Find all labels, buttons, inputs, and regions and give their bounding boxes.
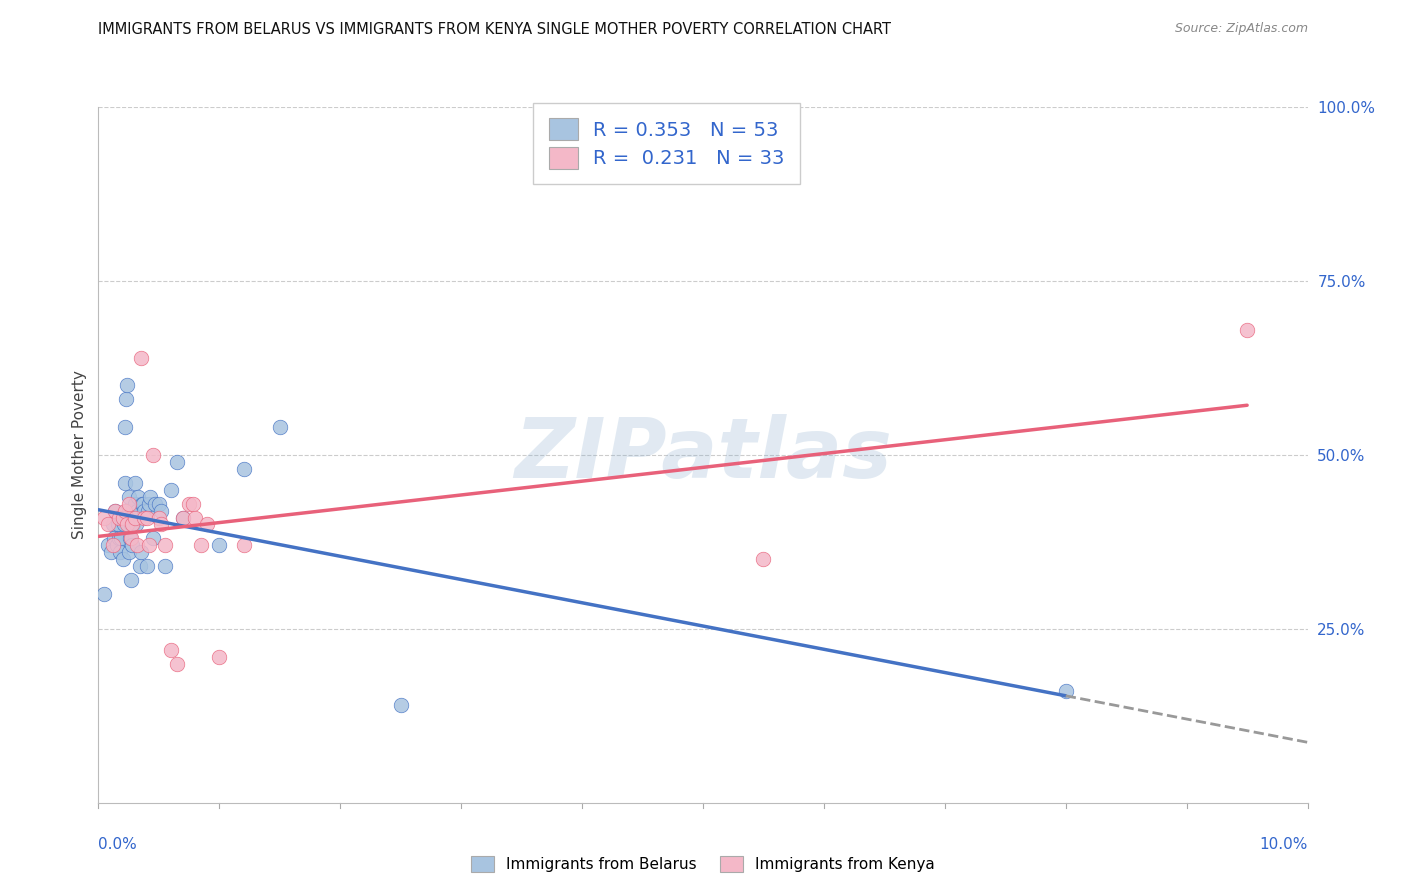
Point — [122, 517, 145, 532]
Point — [160, 483, 183, 497]
Point — [108, 510, 131, 524]
Point — [208, 538, 231, 552]
Point — [135, 559, 157, 574]
Text: Source: ZipAtlas.com: Source: ZipAtlas.com — [1174, 22, 1308, 36]
Point — [134, 503, 156, 517]
Point — [114, 503, 136, 517]
Y-axis label: Single Mother Poverty: Single Mother Poverty — [72, 370, 87, 540]
Point — [100, 545, 122, 559]
Point — [118, 545, 141, 559]
Point — [138, 538, 160, 552]
Point — [125, 517, 148, 532]
Point — [97, 517, 120, 532]
Point — [121, 538, 143, 552]
Point — [1236, 323, 1258, 337]
Point — [101, 517, 124, 532]
Point — [121, 517, 143, 532]
Point — [111, 510, 134, 524]
Point — [103, 532, 125, 546]
Point — [752, 552, 775, 566]
Point — [139, 490, 162, 504]
Point — [190, 538, 212, 552]
Point — [148, 510, 170, 524]
Point — [101, 538, 124, 552]
Point — [150, 503, 173, 517]
Point — [120, 532, 142, 546]
Point — [181, 497, 204, 511]
Point — [124, 497, 146, 511]
Point — [120, 573, 142, 587]
Point — [134, 510, 156, 524]
Point — [172, 510, 194, 524]
Point — [153, 559, 176, 574]
Point — [117, 503, 139, 517]
Point — [166, 657, 188, 671]
Point — [136, 503, 159, 517]
Point — [104, 503, 127, 517]
Point — [107, 517, 129, 532]
Point — [232, 462, 254, 476]
Point — [138, 497, 160, 511]
Point — [111, 552, 134, 566]
Point — [93, 510, 115, 524]
Point — [124, 510, 146, 524]
Point — [124, 475, 146, 490]
Point — [129, 351, 152, 365]
Point — [132, 497, 155, 511]
Point — [118, 490, 141, 504]
Point — [127, 538, 149, 552]
Point — [195, 517, 218, 532]
Point — [150, 517, 173, 532]
Point — [127, 490, 149, 504]
Point — [208, 649, 231, 664]
Point — [153, 538, 176, 552]
Point — [118, 532, 141, 546]
Point — [166, 455, 188, 469]
Point — [115, 392, 138, 407]
Legend: R = 0.353   N = 53, R =  0.231   N = 33: R = 0.353 N = 53, R = 0.231 N = 33 — [533, 103, 800, 184]
Point — [135, 510, 157, 524]
Point — [114, 475, 136, 490]
Point — [108, 545, 131, 559]
Text: 10.0%: 10.0% — [1260, 837, 1308, 852]
Point — [179, 497, 201, 511]
Point — [143, 497, 166, 511]
Text: ZIPatlas: ZIPatlas — [515, 415, 891, 495]
Point — [120, 517, 142, 532]
Point — [129, 545, 152, 559]
Point — [93, 587, 115, 601]
Point — [104, 503, 127, 517]
Point — [118, 497, 141, 511]
Point — [117, 517, 139, 532]
Point — [110, 532, 132, 546]
Point — [142, 532, 165, 546]
Point — [128, 559, 150, 574]
Point — [117, 378, 139, 392]
Point — [105, 538, 128, 552]
Point — [269, 420, 291, 434]
Point — [114, 420, 136, 434]
Text: IMMIGRANTS FROM BELARUS VS IMMIGRANTS FROM KENYA SINGLE MOTHER POVERTY CORRELATI: IMMIGRANTS FROM BELARUS VS IMMIGRANTS FR… — [98, 22, 891, 37]
Point — [127, 503, 149, 517]
Point — [108, 532, 131, 546]
Point — [232, 538, 254, 552]
Point — [148, 497, 170, 511]
Point — [131, 497, 153, 511]
Text: 0.0%: 0.0% — [98, 837, 138, 852]
Point — [97, 538, 120, 552]
Point — [184, 510, 207, 524]
Legend: Immigrants from Belarus, Immigrants from Kenya: Immigrants from Belarus, Immigrants from… — [464, 848, 942, 880]
Point — [121, 503, 143, 517]
Point — [142, 448, 165, 462]
Point — [112, 517, 135, 532]
Point — [160, 642, 183, 657]
Point — [1054, 684, 1077, 698]
Point — [172, 510, 194, 524]
Point — [389, 698, 412, 713]
